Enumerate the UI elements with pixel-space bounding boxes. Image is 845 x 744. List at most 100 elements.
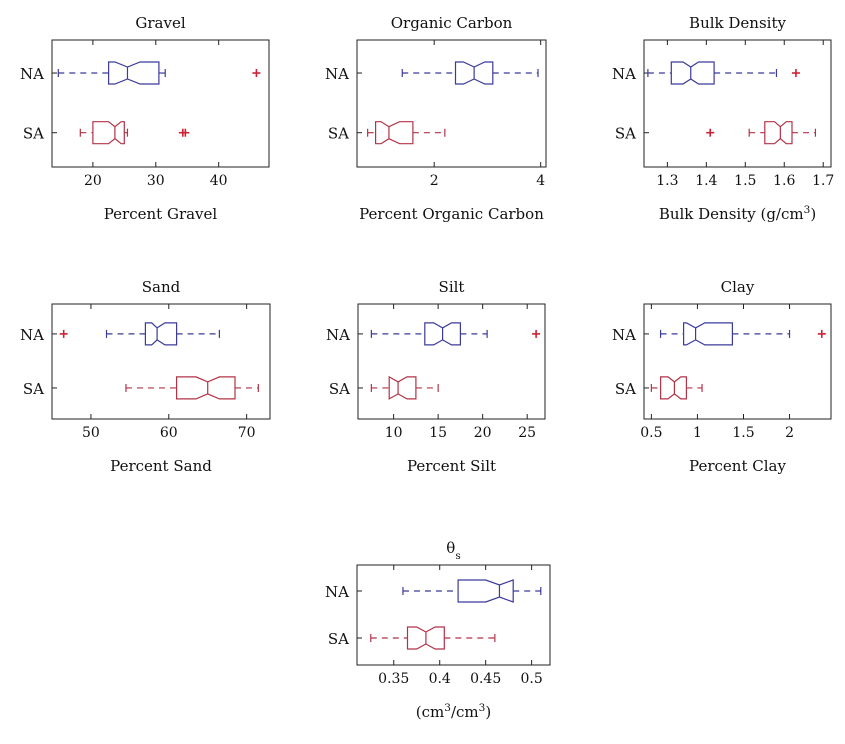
- panel-gravel: Gravel 20 30 40 Percent Gravel NA SA: [20, 14, 270, 223]
- axes-frame: [643, 39, 832, 168]
- notched-box: [176, 376, 236, 400]
- x-axis-label: Percent Silt: [407, 457, 496, 475]
- outlier-marker: [706, 128, 715, 137]
- notched-box: [682, 322, 734, 346]
- x-tick-label: 0.5: [640, 425, 662, 441]
- x-tick-label: 2: [785, 425, 794, 441]
- axes-frame: [357, 303, 546, 420]
- panel-silt: Silt 10 15 20 25 Percent Silt NA SA: [326, 278, 546, 475]
- notched-box: [107, 61, 160, 85]
- box-na: [659, 322, 826, 346]
- x-axis-label: Bulk Density (g/cm3): [659, 204, 816, 223]
- box-sa: [706, 121, 817, 145]
- box-na: [402, 579, 542, 603]
- box-sa: [367, 121, 446, 145]
- y-category-label: NA: [20, 326, 44, 344]
- x-tick-label: 0.45: [470, 671, 501, 687]
- notched-box: [144, 322, 178, 346]
- y-category-label: SA: [328, 630, 349, 648]
- panel-clay: Clay 0.5 1 1.5 2 Percent Clay NA SA: [612, 278, 832, 475]
- notched-box: [764, 121, 793, 145]
- y-category-label: NA: [325, 65, 349, 83]
- x-tick-label: 50: [82, 425, 100, 441]
- notched-box: [406, 626, 445, 650]
- panel-title: θs: [446, 539, 460, 562]
- y-category-label: SA: [615, 125, 636, 143]
- box-sa: [370, 375, 439, 400]
- notched-box: [659, 376, 688, 400]
- x-axis-label: Percent Organic Carbon: [359, 205, 544, 223]
- x-tick-label: 1.4: [695, 173, 717, 189]
- axes-frame: [643, 303, 832, 420]
- box-sa: [79, 121, 190, 145]
- outlier-marker: [817, 329, 826, 338]
- x-tick-label: 0.5: [520, 671, 542, 687]
- outlier-marker: [532, 329, 541, 338]
- x-tick-label: 1.6: [773, 173, 795, 189]
- notched-box: [454, 61, 494, 85]
- x-tick-label: 15: [429, 425, 447, 441]
- panel-title: Bulk Density: [689, 14, 786, 32]
- y-category-label: SA: [23, 380, 44, 398]
- y-category-label: NA: [326, 326, 350, 344]
- x-tick-label: 1.3: [656, 173, 678, 189]
- box-na: [57, 61, 261, 85]
- notched-box: [457, 579, 514, 603]
- panel-title: Silt: [439, 278, 465, 296]
- x-axis-label: (cm3/cm3): [416, 702, 491, 721]
- x-axis-label: Percent Gravel: [104, 205, 218, 223]
- y-category-label: NA: [20, 65, 44, 83]
- panel-title: Sand: [142, 278, 181, 296]
- axes-frame: [356, 39, 547, 168]
- notched-box: [424, 322, 461, 346]
- panel-title: Clay: [721, 278, 755, 296]
- box-sa: [125, 376, 259, 400]
- panel-bulk-density: Bulk Density 1.3 1.4 1.5 1.6 1.7 Bulk Density …: [612, 14, 834, 223]
- panel-sand: Sand 50 60 70 Percent Sand NA SA: [20, 278, 271, 475]
- panel--s: θs 0.35 0.4 0.45 0.5 (cm3/cm3) NA SA: [325, 539, 551, 721]
- x-tick-label: 1.5: [732, 425, 754, 441]
- x-tick-label: 1: [693, 425, 702, 441]
- panel-title: Gravel: [135, 14, 185, 32]
- axes-frame: [51, 303, 271, 420]
- box-na: [59, 322, 220, 346]
- x-tick-label: 70: [238, 425, 256, 441]
- notched-box: [388, 375, 417, 400]
- box-sa: [370, 626, 496, 650]
- x-tick-label: 25: [518, 425, 536, 441]
- outlier-marker: [59, 329, 68, 338]
- box-na: [401, 61, 539, 85]
- y-category-label: SA: [328, 125, 349, 143]
- x-tick-label: 4: [536, 173, 545, 189]
- x-tick-label: 0.35: [378, 671, 409, 687]
- y-category-label: SA: [23, 125, 44, 143]
- axes-frame: [356, 564, 551, 666]
- x-tick-label: 60: [160, 425, 178, 441]
- panel-title: Organic Carbon: [391, 14, 513, 32]
- outlier-marker: [791, 69, 800, 78]
- x-tick-label: 1.5: [734, 173, 756, 189]
- notched-box: [375, 121, 414, 145]
- outlier-marker: [181, 128, 190, 137]
- x-tick-label: 20: [474, 425, 492, 441]
- box-sa: [650, 376, 703, 400]
- x-tick-label: 40: [210, 173, 228, 189]
- x-axis-label: Percent Clay: [689, 457, 786, 475]
- y-category-label: NA: [612, 65, 636, 83]
- outlier-marker: [252, 69, 261, 78]
- y-category-label: SA: [615, 380, 636, 398]
- notched-box: [670, 61, 715, 85]
- box-na: [647, 61, 800, 85]
- y-category-label: NA: [325, 583, 349, 601]
- panel-organic-carbon: Organic Carbon 2 4 Percent Organic Carbon NA…: [325, 14, 547, 223]
- x-tick-label: 30: [147, 173, 165, 189]
- notched-box: [92, 121, 125, 145]
- x-tick-label: 10: [385, 425, 403, 441]
- y-category-label: SA: [329, 380, 350, 398]
- y-category-label: NA: [612, 326, 636, 344]
- x-tick-label: 2: [430, 173, 439, 189]
- x-tick-label: 1.7: [812, 173, 834, 189]
- x-axis-label: Percent Sand: [110, 457, 212, 475]
- axes-frame: [51, 39, 270, 168]
